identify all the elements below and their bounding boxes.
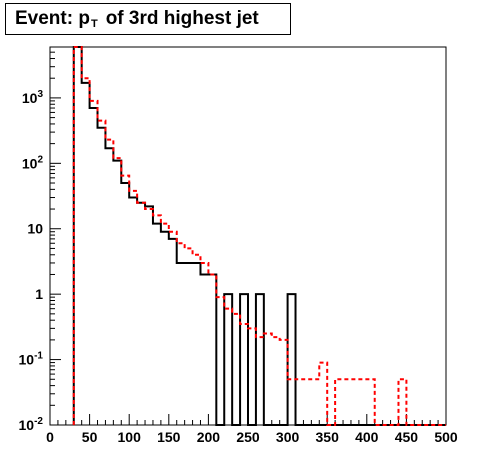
x-tick-label: 0 [46,429,54,445]
x-tick-label: 400 [355,429,379,445]
y-tick-label: 102 [22,154,44,171]
x-tick-label: 200 [197,429,221,445]
x-tick-label: 50 [82,429,98,445]
y-tick-label: 10-2 [19,416,44,433]
x-tick-label: 100 [118,429,142,445]
x-tick-label: 450 [395,429,419,445]
series-1-line [72,46,446,426]
x-tick-label: 350 [316,429,340,445]
chart-title-suffix: of 3rd highest jet [105,8,259,29]
chart-title-subscript: T [90,18,98,30]
y-tick-label: 1 [35,286,43,302]
axis-labels: 0 50 100 150 200 250 300 350 400 450 500 10-2 10-1 1 1… [19,89,458,445]
x-tick-label: 300 [276,429,300,445]
y-tick-label: 10 [27,221,43,237]
x-tick-label: 250 [236,429,260,445]
y-tick-label: 103 [22,89,44,106]
chart-title-text: Event: p [15,8,90,29]
y-tick-label: 10-1 [19,351,44,368]
series-layer [72,46,446,426]
x-tick-label: 150 [157,429,181,445]
series-2-line [72,46,446,426]
x-tick-label: 500 [434,429,458,445]
